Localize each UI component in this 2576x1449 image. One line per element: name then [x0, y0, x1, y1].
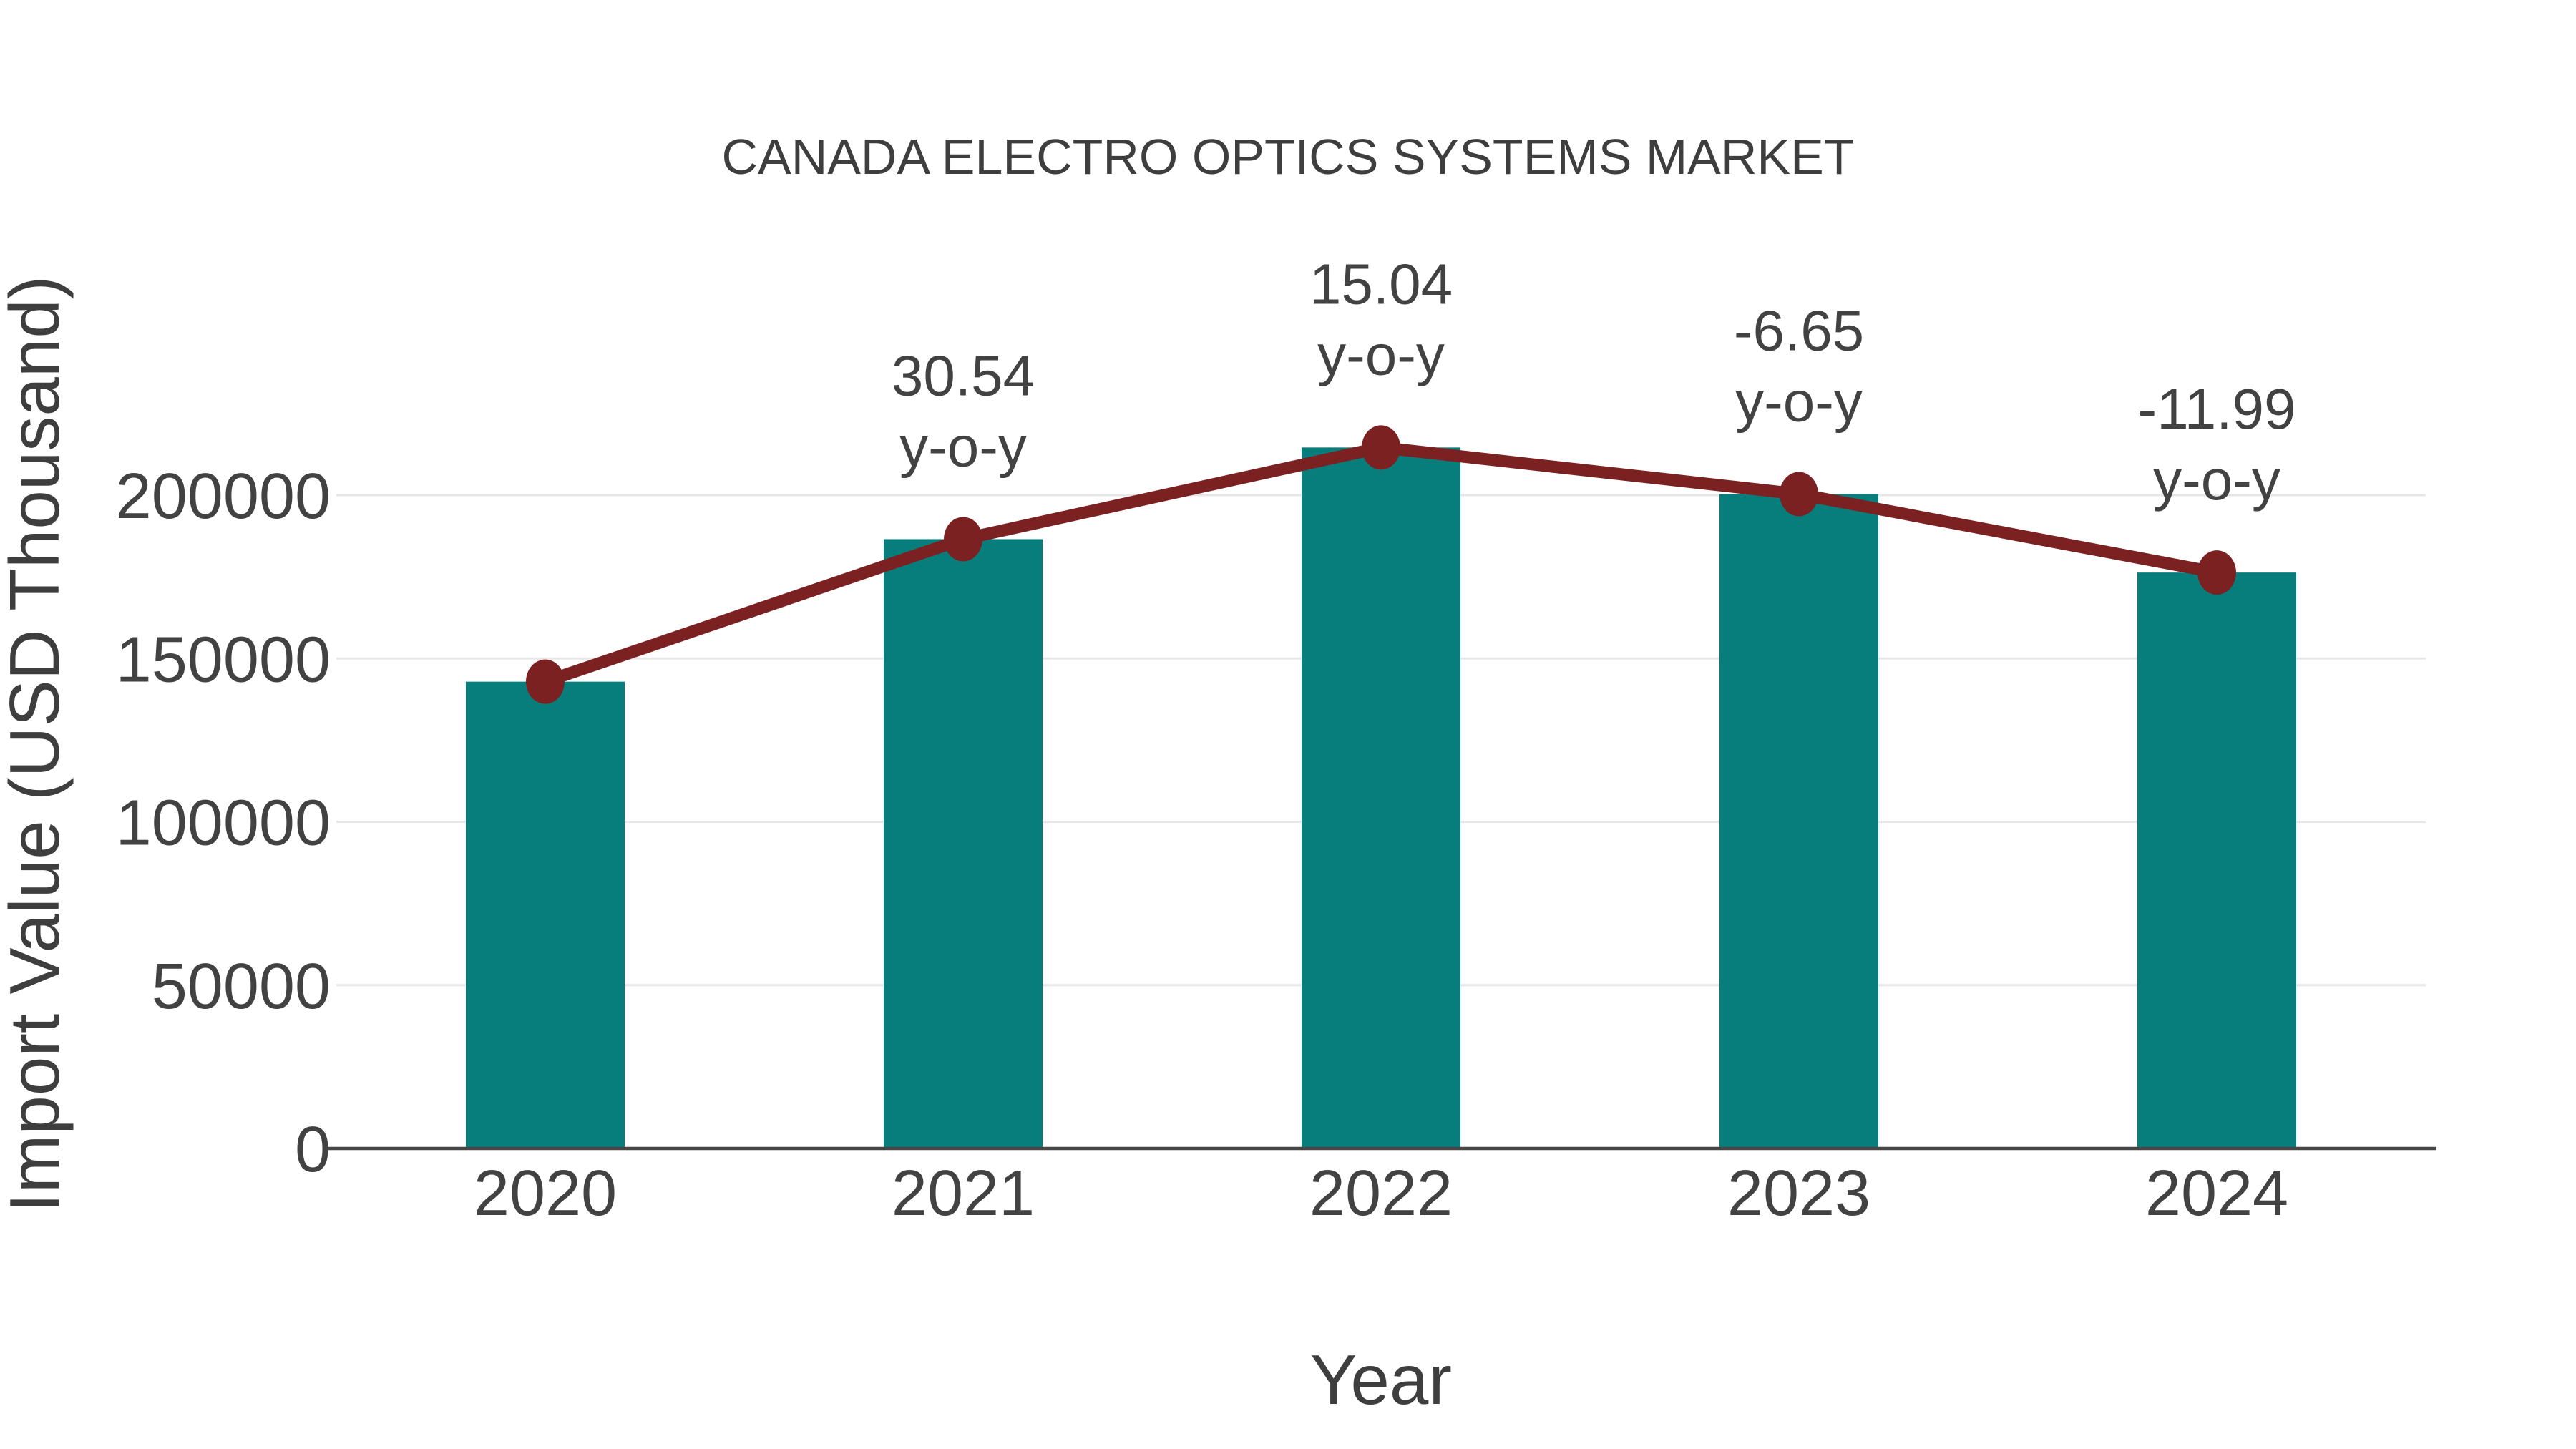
annotation-2023-suffix: y-o-y: [1735, 369, 1863, 433]
line-marker-2023[interactable]: [1780, 472, 1818, 517]
line-marker-2022[interactable]: [1362, 425, 1400, 470]
y-tick-labels: 0 50000 100000 150000 200000: [116, 461, 331, 1186]
x-axis-title: Year: [1310, 1340, 1452, 1419]
x-tick-label-2024: 2024: [2145, 1158, 2288, 1229]
annotation-2021-value: 30.54: [892, 343, 1035, 407]
bar-2020[interactable]: [466, 681, 625, 1148]
annotation-2024-suffix: y-o-y: [2153, 448, 2280, 512]
annotation-2022-value: 15.04: [1309, 252, 1453, 316]
bar-2024[interactable]: [2137, 572, 2296, 1148]
x-tick-label-2020: 2020: [474, 1158, 617, 1229]
bar-2023[interactable]: [1719, 494, 1878, 1148]
yoy-annotations: 30.54 y-o-y 15.04 y-o-y -6.65 y-o-y -11.99 y-o-…: [892, 252, 2296, 512]
bar-2022[interactable]: [1302, 447, 1460, 1148]
bar-2021[interactable]: [884, 539, 1043, 1148]
x-tick-label-2022: 2022: [1309, 1158, 1453, 1229]
chart-title: CANADA ELECTRO OPTICS SYSTEMS MARKET: [721, 129, 1854, 185]
y-tick-label-200000: 200000: [116, 461, 331, 532]
x-tick-label-2021: 2021: [892, 1158, 1035, 1229]
annotation-2023-value: -6.65: [1734, 298, 1864, 362]
line-series: [526, 425, 2236, 704]
bar-series: [466, 447, 2296, 1148]
annotation-2021-suffix: y-o-y: [899, 414, 1027, 478]
annotation-2024-value: -11.99: [2138, 377, 2296, 441]
y-tick-label-150000: 150000: [116, 624, 331, 696]
y-tick-label-50000: 50000: [152, 951, 331, 1023]
x-tick-label-2023: 2023: [1727, 1158, 1870, 1229]
line-marker-2024[interactable]: [2197, 550, 2236, 595]
line-marker-2021[interactable]: [944, 517, 982, 562]
y-axis-title: Import Value (USD Thousand): [0, 275, 74, 1212]
y-tick-label-0: 0: [295, 1114, 331, 1186]
x-tick-labels: 2020 2021 2022 2023 2024: [474, 1158, 2288, 1229]
y-tick-label-100000: 100000: [116, 788, 331, 859]
annotation-2022-suffix: y-o-y: [1317, 323, 1445, 386]
line-marker-2020[interactable]: [526, 659, 565, 704]
